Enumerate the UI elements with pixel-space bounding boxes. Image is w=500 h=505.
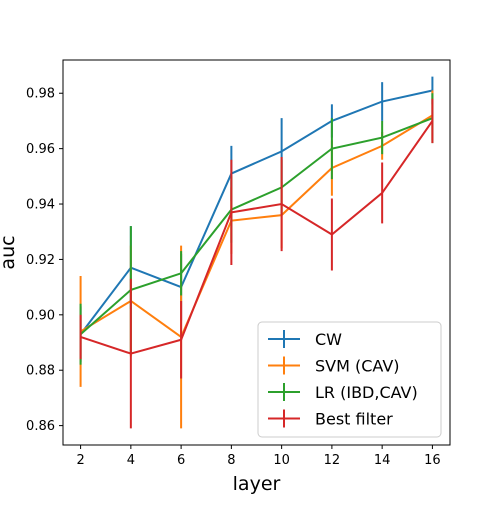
legend: CW SVM (CAV) LR (IBD,CAV) Best filter bbox=[257, 321, 442, 438]
y-axis-label: auc bbox=[0, 235, 19, 269]
y-tick-label: 0.90 bbox=[26, 308, 55, 323]
series-line bbox=[80, 120, 434, 355]
x-tick-label: 10 bbox=[273, 453, 290, 468]
x-tick-label: 12 bbox=[324, 453, 341, 468]
series-line bbox=[79, 89, 433, 335]
series-line bbox=[80, 114, 433, 339]
x-axis: 2 4 6 8 10 12 14 16 bbox=[76, 445, 441, 468]
series-cw bbox=[79, 76, 434, 362]
legend-label: Best filter bbox=[315, 410, 393, 429]
x-tick-label: 2 bbox=[76, 453, 84, 468]
series-layer bbox=[79, 76, 434, 429]
y-tick-label: 0.94 bbox=[26, 198, 55, 213]
y-tick-label: 0.92 bbox=[26, 253, 55, 268]
x-tick-label: 6 bbox=[177, 453, 185, 468]
x-tick-label: 4 bbox=[127, 453, 135, 468]
y-tick-label: 0.96 bbox=[26, 142, 55, 157]
y-tick-label: 0.88 bbox=[26, 364, 55, 379]
legend-label: CW bbox=[315, 330, 342, 349]
series-line bbox=[79, 117, 433, 335]
legend-box bbox=[257, 321, 442, 438]
series-best-filter bbox=[79, 98, 434, 429]
x-axis-label: layer bbox=[233, 473, 281, 495]
legend-label: LR (IBD,CAV) bbox=[315, 383, 418, 402]
x-tick-label: 16 bbox=[424, 453, 441, 468]
x-tick-label: 8 bbox=[227, 453, 235, 468]
y-tick-label: 0.98 bbox=[26, 87, 55, 102]
x-tick-label: 14 bbox=[374, 453, 391, 468]
y-axis: 0.86 0.88 0.90 0.92 0.94 0.96 0.98 bbox=[26, 87, 63, 434]
plot-frame bbox=[62, 59, 451, 446]
legend-label: SVM (CAV) bbox=[315, 357, 400, 376]
y-tick-label: 0.86 bbox=[26, 419, 55, 434]
